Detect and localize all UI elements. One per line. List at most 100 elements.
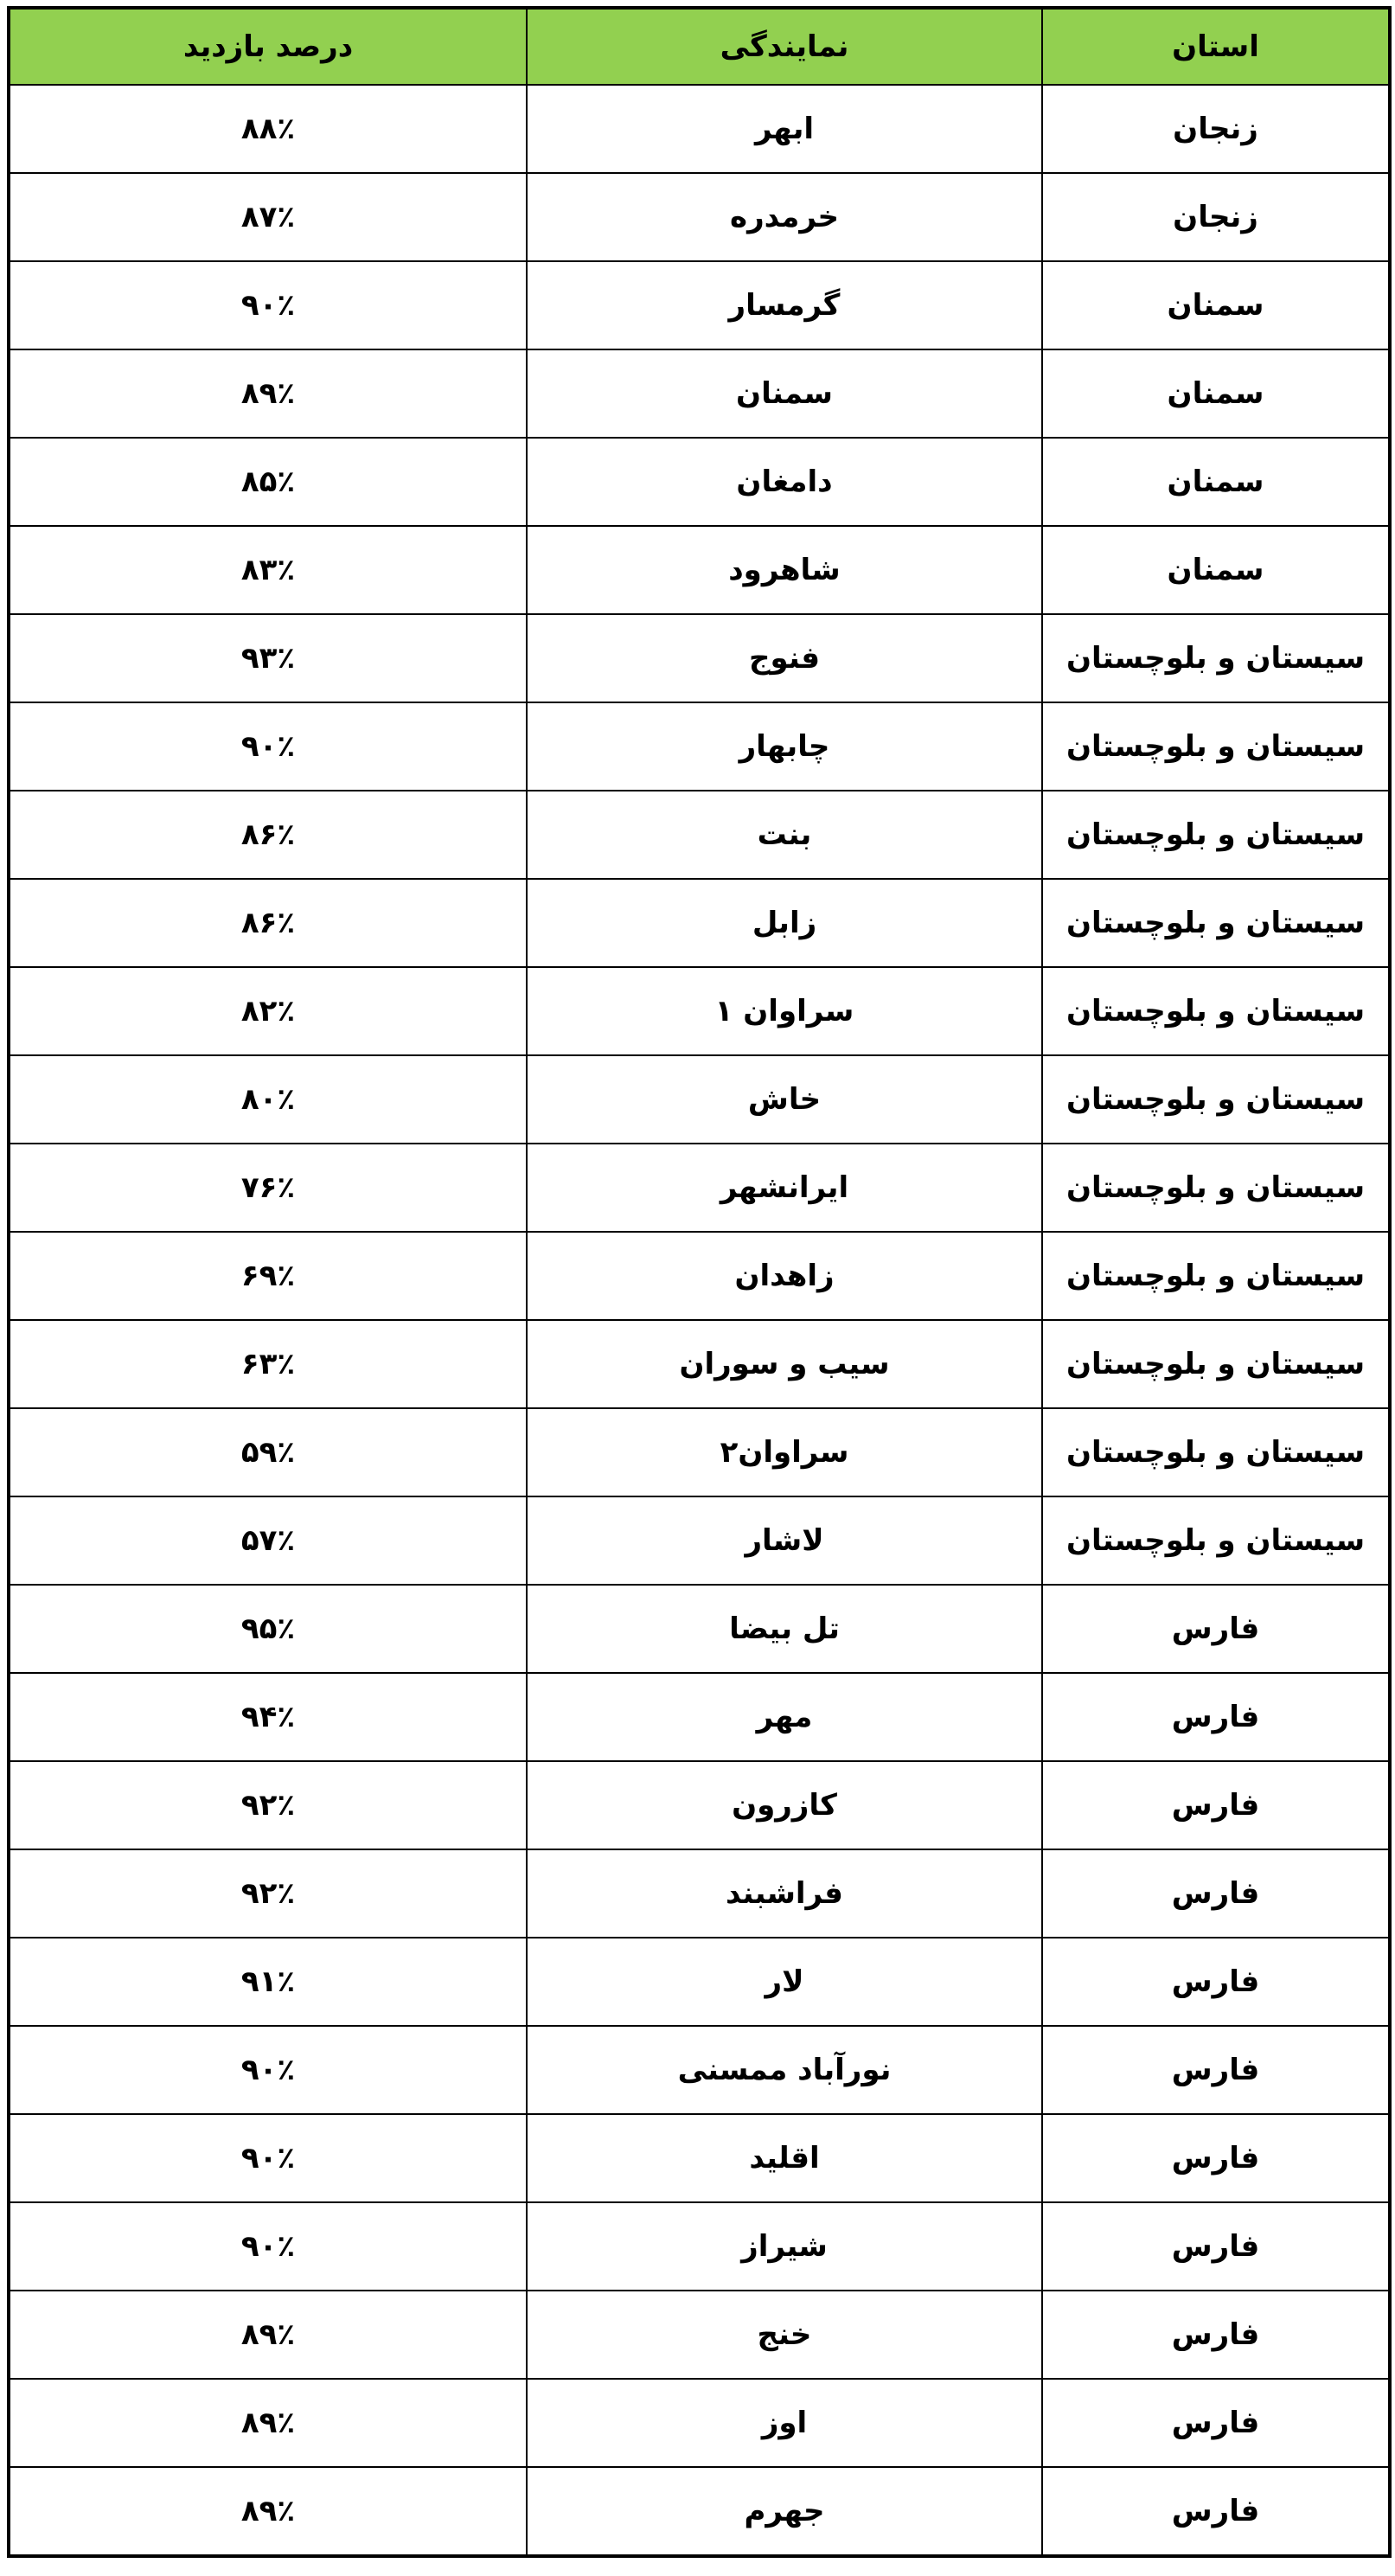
province-cell: سیستان و بلوچستان <box>1041 1231 1391 1321</box>
visit-percent-cell: ۹۲٪ <box>8 1760 528 1850</box>
table-row: فارس تل بیضا ۹۵٪ <box>8 1584 1391 1674</box>
table-row: سیستان و بلوچستان سیب و سوران ۶۳٪ <box>8 1319 1391 1409</box>
representative-cell: مهر <box>526 1672 1043 1762</box>
visit-percent-cell: ۶۳٪ <box>8 1319 528 1409</box>
representative-cell: لاشار <box>526 1496 1043 1586</box>
province-cell: فارس <box>1041 1849 1391 1938</box>
table-row: سیستان و بلوچستان خاش ۸۰٪ <box>8 1054 1391 1144</box>
visit-percent-cell: ۶۹٪ <box>8 1231 528 1321</box>
table-row: فارس مهر ۹۴٪ <box>8 1672 1391 1762</box>
visit-percent-cell: ۸۰٪ <box>8 1054 528 1144</box>
province-cell: زنجان <box>1041 84 1391 174</box>
representative-cell: خاش <box>526 1054 1043 1144</box>
province-cell: فارس <box>1041 2290 1391 2380</box>
province-cell: فارس <box>1041 1937 1391 2027</box>
province-cell: فارس <box>1041 1584 1391 1674</box>
visit-percent-cell: ۹۳٪ <box>8 613 528 703</box>
table-row: سمنان شاهرود ۸۳٪ <box>8 525 1391 615</box>
table-row: سیستان و بلوچستان چابهار ۹۰٪ <box>8 702 1391 791</box>
visit-percent-cell: ۸۶٪ <box>8 790 528 880</box>
visit-percent-cell: ۹۰٪ <box>8 2113 528 2203</box>
province-cell: فارس <box>1041 1760 1391 1850</box>
representative-cell: سراوان ۱ <box>526 966 1043 1056</box>
representative-cell: ابهر <box>526 84 1043 174</box>
visit-percent-cell: ۸۶٪ <box>8 878 528 968</box>
visit-percent-cell: ۸۷٪ <box>8 172 528 262</box>
visit-percent-cell: ۵۷٪ <box>8 1496 528 1586</box>
table-row: سمنان دامغان ۸۵٪ <box>8 437 1391 527</box>
visit-percent-cell: ۹۵٪ <box>8 1584 528 1674</box>
province-cell: سمنان <box>1041 525 1391 615</box>
table-row: سیستان و بلوچستان لاشار ۵۷٪ <box>8 1496 1391 1586</box>
table-row: سیستان و بلوچستان سراوان ۱ ۸۲٪ <box>8 966 1391 1056</box>
province-cell: سیستان و بلوچستان <box>1041 613 1391 703</box>
representative-cell: سراوان۲ <box>526 1407 1043 1497</box>
representative-cell: دامغان <box>526 437 1043 527</box>
table-row: فارس کازرون ۹۲٪ <box>8 1760 1391 1850</box>
province-cell: سیستان و بلوچستان <box>1041 702 1391 791</box>
province-cell: سیستان و بلوچستان <box>1041 966 1391 1056</box>
representative-cell: خنج <box>526 2290 1043 2380</box>
representative-cell: اوز <box>526 2378 1043 2468</box>
province-cell: زنجان <box>1041 172 1391 262</box>
visit-percent-cell: ۹۱٪ <box>8 1937 528 2027</box>
province-cell: فارس <box>1041 2466 1391 2557</box>
table-row: سیستان و بلوچستان سراوان۲ ۵۹٪ <box>8 1407 1391 1497</box>
visit-percent-cell: ۸۲٪ <box>8 966 528 1056</box>
province-cell: سیستان و بلوچستان <box>1041 790 1391 880</box>
table-row: زنجان ابهر ۸۸٪ <box>8 84 1391 174</box>
province-cell: فارس <box>1041 2025 1391 2115</box>
visit-percent-cell: ۸۳٪ <box>8 525 528 615</box>
table-body: زنجان ابهر ۸۸٪ زنجان خرمدره ۸۷٪ سمنان گرمسار ۹۰٪… <box>8 84 1391 2557</box>
province-cell: سمنان <box>1041 260 1391 350</box>
visit-percent-cell: ۸۸٪ <box>8 84 528 174</box>
representative-cell: گرمسار <box>526 260 1043 350</box>
representative-cell: کازرون <box>526 1760 1043 1850</box>
visit-percent-cell: ۹۲٪ <box>8 1849 528 1938</box>
representative-cell: تل بیضا <box>526 1584 1043 1674</box>
representative-cell: سیب و سوران <box>526 1319 1043 1409</box>
representative-cell: زابل <box>526 878 1043 968</box>
province-cell: فارس <box>1041 2113 1391 2203</box>
province-cell: سمنان <box>1041 437 1391 527</box>
header-cell: نمایندگی <box>526 7 1043 86</box>
province-cell: فارس <box>1041 2378 1391 2468</box>
visit-percent-cell: ۸۹٪ <box>8 2378 528 2468</box>
representative-cell: چابهار <box>526 702 1043 791</box>
table-row: سیستان و بلوچستان بنت ۸۶٪ <box>8 790 1391 880</box>
representative-cell: سمنان <box>526 349 1043 439</box>
visit-percent-cell: ۹۰٪ <box>8 702 528 791</box>
table-row: فارس اوز ۸۹٪ <box>8 2378 1391 2468</box>
visit-percent-cell: ۹۰٪ <box>8 2025 528 2115</box>
representative-cell: بنت <box>526 790 1043 880</box>
visit-percent-cell: ۸۹٪ <box>8 349 528 439</box>
table-header: استان نمایندگی درصد بازدید <box>8 7 1391 86</box>
province-cell: فارس <box>1041 2201 1391 2291</box>
representative-cell: خرمدره <box>526 172 1043 262</box>
visit-percent-cell: ۷۶٪ <box>8 1143 528 1233</box>
province-cell: سیستان و بلوچستان <box>1041 1054 1391 1144</box>
table-row: سیستان و بلوچستان فنوج ۹۳٪ <box>8 613 1391 703</box>
table-row: سیستان و بلوچستان زاهدان ۶۹٪ <box>8 1231 1391 1321</box>
province-cell: سیستان و بلوچستان <box>1041 878 1391 968</box>
representative-cell: فراشبند <box>526 1849 1043 1938</box>
province-cell: سیستان و بلوچستان <box>1041 1319 1391 1409</box>
table-row: زنجان خرمدره ۸۷٪ <box>8 172 1391 262</box>
representative-cell: لار <box>526 1937 1043 2027</box>
header-cell: درصد بازدید <box>8 7 528 86</box>
representative-cell: شیراز <box>526 2201 1043 2291</box>
representative-cell: شاهرود <box>526 525 1043 615</box>
province-cell: سمنان <box>1041 349 1391 439</box>
table-row: سیستان و بلوچستان زابل ۸۶٪ <box>8 878 1391 968</box>
representative-cell: ایرانشهر <box>526 1143 1043 1233</box>
header-cell: استان <box>1041 7 1391 86</box>
visit-percent-cell: ۹۰٪ <box>8 260 528 350</box>
table-row: فارس شیراز ۹۰٪ <box>8 2201 1391 2291</box>
representative-cell: جهرم <box>526 2466 1043 2557</box>
table-row: فارس نورآباد ممسنی ۹۰٪ <box>8 2025 1391 2115</box>
header-row: استان نمایندگی درصد بازدید <box>8 7 1391 86</box>
visit-percent-cell: ۸۵٪ <box>8 437 528 527</box>
province-cell: سیستان و بلوچستان <box>1041 1407 1391 1497</box>
table-row: سمنان سمنان ۸۹٪ <box>8 349 1391 439</box>
visit-percent-cell: ۸۹٪ <box>8 2466 528 2557</box>
